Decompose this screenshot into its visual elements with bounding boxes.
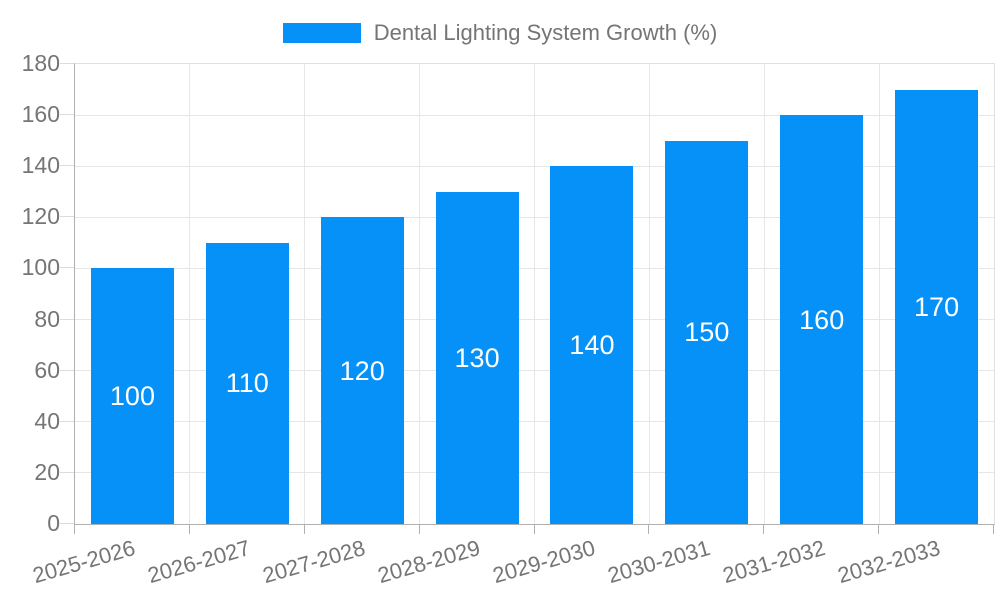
gridline-v: [304, 64, 306, 524]
bar-value-label: 110: [225, 368, 269, 399]
y-axis-tick-label: 120: [21, 203, 60, 230]
gridline-v: [534, 64, 535, 524]
y-axis-tick-label: 80: [34, 305, 60, 332]
x-axis-tick: [763, 524, 765, 534]
gridline-v: [189, 64, 191, 524]
x-axis-tick: [418, 524, 420, 534]
x-axis-tick: [878, 524, 880, 534]
y-axis-tick-label: 0: [47, 510, 60, 536]
y-axis-tick: [60, 471, 74, 473]
bar-2030-2031: 150: [665, 140, 749, 524]
bar-value-label: 160: [799, 304, 845, 335]
y-axis-tick: [60, 267, 74, 269]
bar-value-label: 100: [109, 381, 155, 412]
y-axis-tick: [60, 114, 74, 116]
bar-2032-2033: 170: [895, 89, 979, 524]
bar-value-label: 140: [569, 330, 615, 361]
bar-2025-2026: 100: [90, 268, 174, 524]
bar-value-label: 130: [454, 342, 500, 373]
bar-2027-2028: 120: [320, 217, 404, 524]
y-axis-tick: [60, 165, 74, 167]
y-axis-tick-label: 100: [21, 254, 60, 281]
gridline-v: [763, 64, 765, 524]
x-axis-tick: [303, 524, 305, 534]
y-axis-tick: [60, 420, 74, 422]
x-axis-tick: [648, 524, 650, 534]
gridline-v: [878, 64, 880, 524]
y-axis-tick-label: 20: [34, 458, 60, 485]
bar-value-label: 170: [914, 291, 960, 322]
bar-value-label: 120: [339, 355, 385, 386]
plot-area: 100 110 120 130 140 150 160 170: [74, 63, 995, 525]
x-axis-tick: [74, 524, 75, 534]
bar-2026-2027: 110: [205, 242, 289, 524]
gridline-v: [648, 64, 650, 524]
y-axis-tick-label: 40: [34, 407, 60, 434]
x-axis-tick: [188, 524, 190, 534]
bar-2031-2032: 160: [780, 115, 864, 524]
legend-label: Dental Lighting System Growth (%): [373, 20, 718, 45]
y-axis-tick: [60, 523, 74, 524]
legend-swatch: [282, 23, 361, 43]
chart-legend: Dental Lighting System Growth (%): [0, 18, 1000, 48]
y-axis-tick-label: 160: [21, 101, 60, 128]
bar-2028-2029: 130: [435, 191, 519, 524]
y-axis-tick: [60, 369, 74, 371]
x-axis-tick: [533, 524, 535, 534]
y-axis-tick-label: 140: [21, 152, 60, 179]
y-axis-tick-label: 180: [21, 50, 60, 76]
x-axis-tick: [993, 524, 994, 534]
y-axis-tick: [60, 63, 74, 64]
bar-value-label: 150: [684, 317, 730, 348]
y-axis-tick-label: 60: [34, 356, 60, 383]
y-axis-tick: [60, 216, 74, 218]
y-axis-tick: [60, 318, 74, 320]
bar-2029-2030: 140: [550, 166, 634, 524]
gridline-v: [419, 64, 421, 524]
